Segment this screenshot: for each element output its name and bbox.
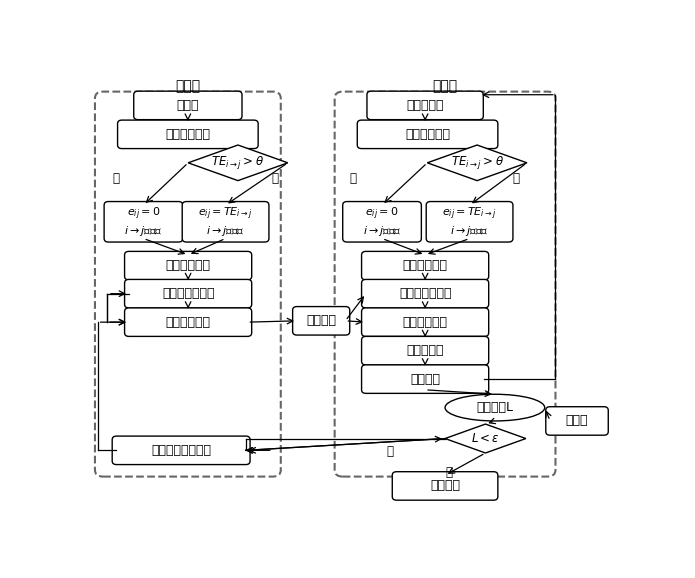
Text: 反向传播更新参数: 反向传播更新参数 (151, 444, 211, 457)
Text: 图预测数据: 图预测数据 (407, 99, 444, 112)
Polygon shape (427, 145, 527, 180)
Ellipse shape (445, 394, 545, 421)
Text: $TE_{i\rightarrow j}>\theta$: $TE_{i\rightarrow j}>\theta$ (211, 154, 265, 171)
Text: 图数据: 图数据 (177, 99, 199, 112)
Text: 门控循环模块: 门控循环模块 (402, 316, 448, 329)
FancyBboxPatch shape (367, 91, 483, 120)
FancyBboxPatch shape (343, 202, 421, 242)
Text: 编码结果: 编码结果 (306, 314, 336, 327)
FancyBboxPatch shape (426, 202, 513, 242)
Text: 是: 是 (445, 466, 452, 479)
Text: $e_{ij}=0$
$i\rightarrow j$无连边: $e_{ij}=0$ $i\rightarrow j$无连边 (124, 206, 163, 238)
Text: 解码器: 解码器 (432, 79, 457, 93)
FancyBboxPatch shape (361, 251, 489, 280)
Polygon shape (188, 145, 288, 180)
FancyBboxPatch shape (361, 336, 489, 365)
FancyBboxPatch shape (124, 279, 252, 308)
Text: $e_{ij}=TE_{i\rightarrow j}$
$i\rightarrow j$有连边: $e_{ij}=TE_{i\rightarrow j}$ $i\rightarr… (442, 206, 497, 238)
FancyBboxPatch shape (361, 365, 489, 394)
FancyBboxPatch shape (361, 279, 489, 308)
Text: 是: 是 (512, 172, 519, 186)
Text: 输出模型: 输出模型 (430, 479, 460, 492)
Text: $L<\varepsilon$: $L<\varepsilon$ (471, 432, 500, 445)
Text: 预测结果: 预测结果 (410, 373, 440, 386)
FancyBboxPatch shape (392, 472, 498, 500)
FancyBboxPatch shape (361, 308, 489, 336)
Text: $TE_{i\rightarrow j}>\theta$: $TE_{i\rightarrow j}>\theta$ (450, 154, 504, 171)
FancyBboxPatch shape (124, 308, 252, 336)
Text: 编码器输出: 编码器输出 (407, 344, 444, 357)
FancyBboxPatch shape (293, 306, 350, 335)
Text: 是: 是 (271, 172, 278, 186)
FancyBboxPatch shape (357, 120, 498, 149)
FancyBboxPatch shape (117, 120, 258, 149)
FancyBboxPatch shape (133, 91, 242, 120)
Text: 门控循环模块: 门控循环模块 (165, 316, 211, 329)
Text: 符号编码方法: 符号编码方法 (405, 128, 450, 141)
Text: 因果逻辑网络: 因果逻辑网络 (165, 259, 211, 272)
Text: 否: 否 (112, 172, 120, 186)
Text: 因果逻辑网络: 因果逻辑网络 (402, 259, 448, 272)
FancyBboxPatch shape (546, 407, 608, 435)
FancyBboxPatch shape (104, 202, 183, 242)
Polygon shape (445, 424, 526, 453)
Text: 损失函数L: 损失函数L (476, 401, 514, 414)
Text: 否: 否 (349, 172, 357, 186)
Text: 图卷积神经网络: 图卷积神经网络 (162, 287, 214, 300)
FancyBboxPatch shape (182, 202, 269, 242)
Text: 编码器: 编码器 (175, 79, 200, 93)
Text: $e_{ij}=0$
$i\rightarrow j$无连边: $e_{ij}=0$ $i\rightarrow j$无连边 (363, 206, 402, 238)
Text: 否: 否 (387, 444, 394, 458)
Text: 符号编码方法: 符号编码方法 (165, 128, 211, 141)
Text: 图卷积神经网络: 图卷积神经网络 (399, 287, 451, 300)
FancyBboxPatch shape (124, 251, 252, 280)
Text: $e_{ij}=TE_{i\rightarrow j}$
$i\rightarrow j$有连边: $e_{ij}=TE_{i\rightarrow j}$ $i\rightarr… (198, 206, 253, 238)
Text: 真实值: 真实值 (566, 414, 588, 428)
FancyBboxPatch shape (112, 436, 250, 465)
